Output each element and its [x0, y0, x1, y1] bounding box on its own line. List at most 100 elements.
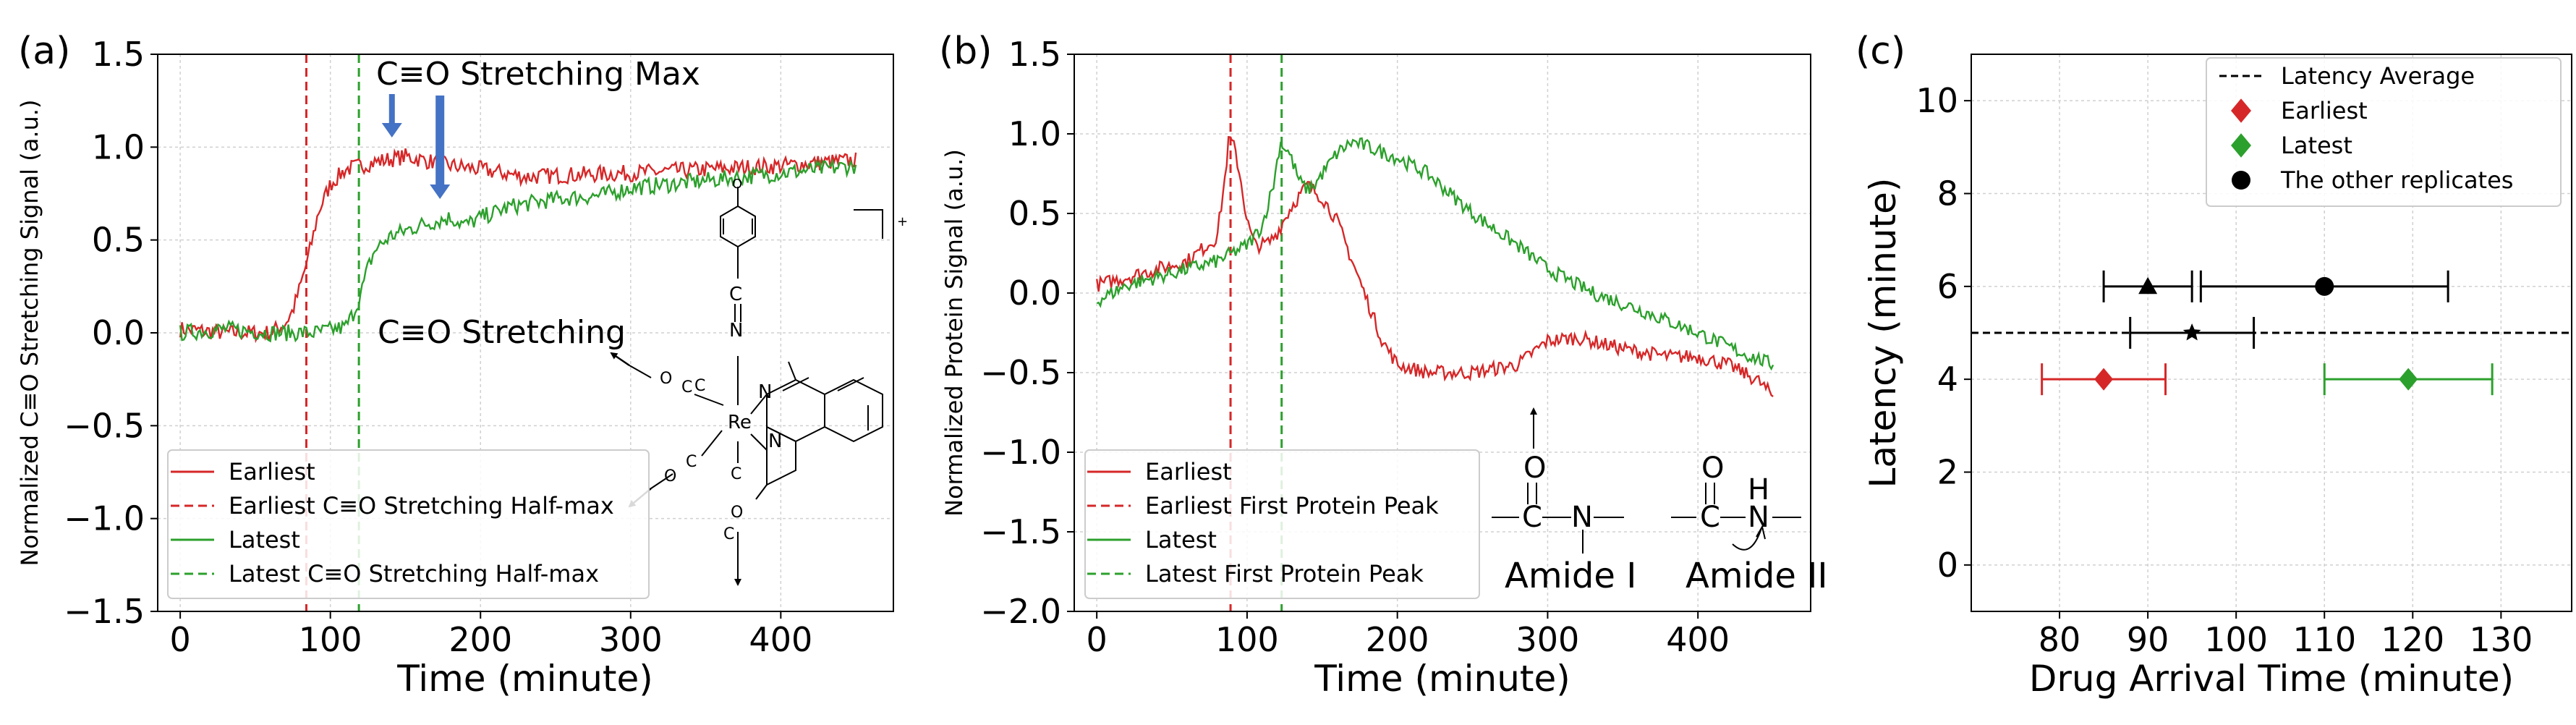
blue-arrow-shaft — [388, 94, 395, 124]
molecule-atom-label: N — [758, 381, 772, 403]
y-tick-label: −0.5 — [980, 353, 1061, 392]
series-line-latest — [1096, 137, 1774, 371]
molecule-atom-label: O — [664, 467, 676, 486]
y-tick-label: −1.0 — [980, 433, 1061, 472]
x-tick-label: 0 — [1087, 620, 1108, 659]
y-axis-label-b: Normalized Protein Signal (a.u.) — [940, 149, 968, 517]
molecule-arrow — [610, 352, 630, 367]
x-tick-label: 120 — [2381, 620, 2444, 659]
x-tick-label: 130 — [2469, 620, 2533, 659]
y-tick-label: 10 — [1916, 81, 1958, 120]
blue-arrow-shaft — [435, 96, 445, 186]
molecule-atom-label: O — [732, 177, 742, 192]
legend-label: Earliest — [229, 458, 315, 486]
marker-diamond — [2231, 98, 2251, 123]
annotation-amide-2: Amide II — [1686, 556, 1828, 596]
y-tick-label: 0.5 — [1008, 194, 1061, 233]
molecule-atom-label: C — [681, 378, 692, 397]
molecule-atom-label: Re — [728, 412, 752, 433]
legend-box-c — [2206, 57, 2562, 207]
series-line-earliest — [1096, 136, 1774, 397]
molecule-atom-label: N — [768, 431, 782, 452]
legend-label: Latest — [1145, 526, 1217, 554]
x-axis-label-c: Drug Arrival Time (minute) — [2029, 658, 2514, 700]
annotation-co-max: C≡O Stretching Max — [376, 56, 700, 93]
x-tick-label: 80 — [2039, 620, 2081, 659]
x-tick-label: 300 — [599, 620, 663, 659]
y-axis-label-a: Normalized C≡O Stretching Signal (a.u.) — [16, 100, 43, 567]
y-tick-label: 1.0 — [1008, 114, 1061, 153]
x-axis-label-a: Time (minute) — [396, 658, 653, 700]
y-tick-label: 1.0 — [92, 127, 145, 166]
y-tick-label: 2 — [1937, 453, 1958, 492]
panel-label-c: (c) — [1856, 30, 1905, 73]
amide-atom-label: N — [1748, 501, 1769, 534]
marker-diamond — [2399, 368, 2418, 391]
legend-label: Latency Average — [2281, 62, 2475, 90]
x-tick-label: 100 — [1215, 620, 1279, 659]
y-tick-label: −1.5 — [980, 512, 1061, 551]
y-tick-label: 6 — [1937, 267, 1958, 306]
x-tick-label: 200 — [449, 620, 512, 659]
amide-atom-label: O — [1701, 451, 1724, 485]
x-axis-label-b: Time (minute) — [1314, 658, 1570, 700]
y-tick-label: 4 — [1937, 360, 1958, 399]
plot-frame-c — [1971, 54, 2572, 612]
legend-box-b — [1084, 449, 1480, 599]
amide-atom-label: O — [1523, 451, 1546, 485]
y-tick-label: 1.5 — [1008, 35, 1061, 74]
annotation-co-stretching: C≡O Stretching — [378, 314, 626, 351]
marker-star — [2182, 323, 2201, 341]
corner-mark — [854, 209, 883, 239]
y-tick-label: −0.5 — [64, 406, 145, 445]
marker-circle — [2232, 171, 2250, 190]
rhenium-complex-structure — [629, 187, 883, 579]
series-line-earliest — [179, 148, 857, 344]
molecule-atom-label: O — [731, 504, 743, 522]
legend-label: Earliest — [2281, 97, 2368, 124]
amide-atom-label: H — [1748, 473, 1769, 506]
x-tick-label: 400 — [1666, 620, 1730, 659]
molecule-atom-label: C — [729, 284, 742, 305]
y-tick-label: −1.5 — [64, 592, 145, 631]
legend-label: Latest — [2281, 132, 2352, 159]
y-axis-label-c: Latency (minute) — [1862, 178, 1904, 488]
legend-box-a — [167, 449, 650, 599]
x-tick-label: 0 — [169, 620, 190, 659]
x-tick-label: 200 — [1366, 620, 1429, 659]
amide-atom-label: N — [1571, 501, 1593, 534]
x-tick-label: 90 — [2127, 620, 2169, 659]
plot-frame-b — [1074, 54, 1811, 612]
blue-arrow-head — [430, 185, 451, 199]
panel-label-a: (a) — [18, 30, 70, 73]
molecule-atom-label: C — [731, 465, 741, 483]
marker-triangle — [2138, 276, 2158, 294]
blue-arrow-head — [381, 123, 402, 137]
panel-label-b: (b) — [939, 30, 992, 73]
amide-structures — [1492, 407, 1801, 554]
x-tick-label: 110 — [2292, 620, 2356, 659]
y-tick-label: 0 — [1937, 546, 1958, 585]
legend-label: Earliest First Protein Peak — [1145, 492, 1439, 520]
annotation-amide-1: Amide I — [1505, 556, 1636, 596]
y-tick-label: 8 — [1937, 174, 1958, 213]
x-tick-label: 100 — [299, 620, 362, 659]
molecule-atom-label: C — [694, 377, 705, 395]
legend-label: Latest First Protein Peak — [1145, 560, 1424, 588]
corner-plus: + — [897, 214, 908, 229]
x-tick-label: 100 — [2204, 620, 2268, 659]
legend-label: Latest — [229, 526, 300, 554]
molecule-atom-label: C — [723, 525, 734, 543]
y-tick-label: −1.0 — [64, 499, 145, 538]
molecule-atom-label: N — [729, 320, 743, 342]
legend-label: The other replicates — [2280, 166, 2513, 194]
x-tick-label: 300 — [1516, 620, 1580, 659]
marker-diamond — [2231, 133, 2251, 158]
x-tick-label: 400 — [749, 620, 812, 659]
y-tick-label: 0.5 — [92, 221, 145, 260]
y-tick-label: 0.0 — [1008, 274, 1061, 313]
legend-label: Earliest C≡O Stretching Half-max — [229, 492, 614, 520]
marker-diamond — [2094, 368, 2114, 391]
amide-atom-label: C — [1700, 501, 1720, 534]
legend-label: Latest C≡O Stretching Half-max — [229, 560, 599, 588]
